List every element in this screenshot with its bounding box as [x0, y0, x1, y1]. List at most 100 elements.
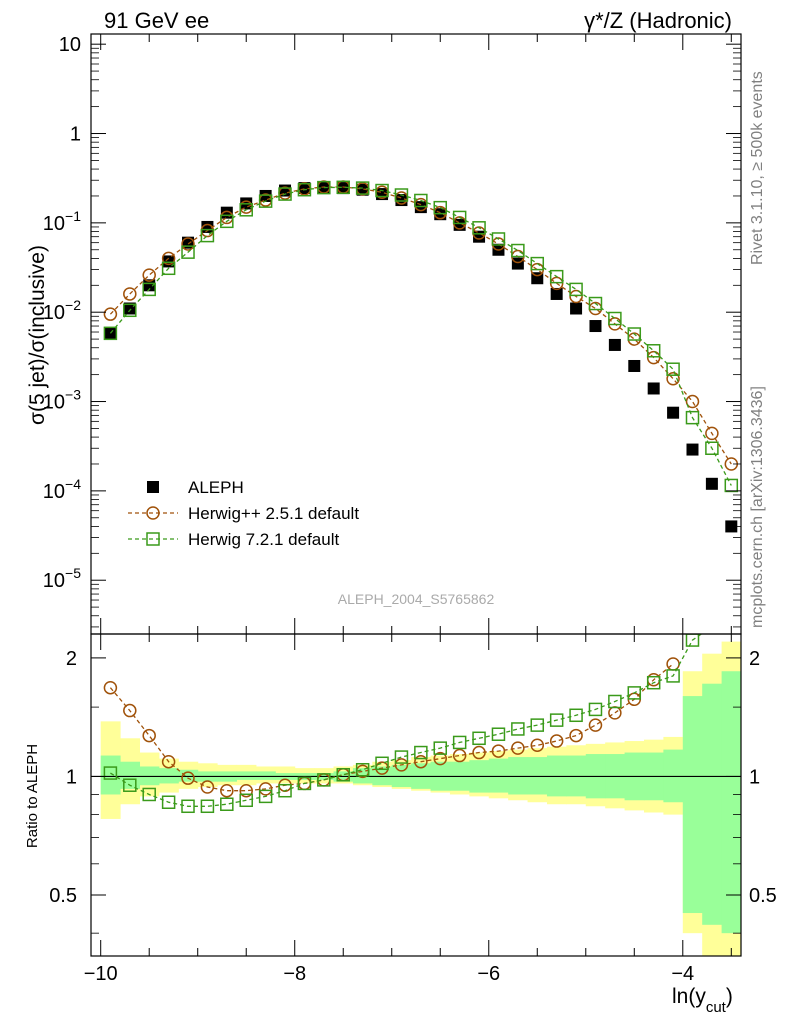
ratio-series-layer: [103, 634, 703, 814]
ratio-point-herwig7: [394, 750, 409, 764]
ratio-point-herwig7: [414, 745, 428, 760]
ratio-point-herwig7: [103, 766, 118, 780]
mc-point-herwigpp: [646, 350, 661, 365]
ratio-point-herwig7: [433, 741, 448, 755]
uncertainty-band-inner: [508, 757, 529, 795]
ratio-point-herwig7: [646, 675, 661, 690]
mc-point-herwig7: [414, 193, 428, 208]
mc-point-herwigpp: [161, 251, 176, 266]
data-point-aleph: [705, 477, 718, 490]
mc-point-herwigpp: [549, 276, 564, 291]
side-text-bottom: mcplots.cern.ch [arXiv:1306.3436]: [749, 386, 766, 628]
data-point-aleph: [511, 257, 524, 270]
mc-point-herwigpp: [666, 371, 680, 386]
ratio-point-herwigpp: [123, 703, 137, 718]
tick-exponent: −1: [65, 208, 81, 224]
mc-point-herwig7: [103, 326, 118, 341]
ratio-y-tick-label-right: 2: [749, 648, 760, 670]
uncertainty-band-inner: [682, 696, 703, 914]
tick-base: 10: [43, 392, 65, 414]
ratio-point-herwig7: [530, 718, 545, 732]
ratio-point-herwig7: [220, 797, 234, 811]
mc-point-herwig7: [278, 187, 292, 201]
mc-point-herwig7: [588, 296, 603, 311]
mc-point-herwig7: [200, 228, 215, 243]
ratio-point-herwig7: [549, 713, 564, 727]
data-point-aleph: [589, 320, 602, 333]
ratio-point-herwig7: [627, 686, 642, 700]
x-axis-label-sub: cut: [706, 999, 727, 1016]
tick-base: 10: [43, 302, 65, 324]
tick-exponent: −3: [65, 387, 81, 403]
ratio-series-line-1: [110, 634, 703, 807]
ratio-point-herwig7: [608, 694, 622, 709]
mc-point-herwig7: [394, 188, 409, 202]
ratio-series-line-0: [109, 663, 674, 792]
ratio-point-herwigpp: [491, 744, 506, 758]
ratio-point-herwigpp: [161, 754, 176, 769]
legend-label-herwig7: Herwig 7.2.1 default: [188, 530, 339, 549]
data-point-aleph: [628, 359, 641, 372]
ratio-uncertainty-bands: [91, 641, 742, 956]
main-y-tick-label: 10: [59, 34, 81, 56]
x-axis-label-main: ln(y: [672, 985, 706, 1008]
ratio-point-herwig7: [472, 731, 486, 746]
mc-point-herwigpp: [705, 426, 719, 441]
mc-point-herwigpp: [103, 307, 118, 321]
data-point-aleph: [550, 287, 563, 300]
ratio-point-herwig7: [569, 708, 583, 723]
ratio-frame: [90, 633, 742, 957]
ratio-point-herwig7: [355, 762, 370, 777]
side-text-top: Rivet 3.1.10, ≥ 500k events: [749, 71, 766, 265]
main-y-tick-label: 1: [70, 124, 81, 146]
x-tick-label: −4: [671, 963, 694, 985]
uncertainty-band-inner: [702, 683, 723, 925]
ratio-y-tick-label-right: 0.5: [749, 885, 777, 907]
legend-marker-herwig7: [146, 532, 160, 546]
mc-point-herwig7: [569, 282, 583, 297]
mc-point-herwig7: [511, 243, 525, 258]
data-point-aleph: [298, 182, 311, 195]
main-y-tick-label: 10−4: [43, 476, 81, 503]
mc-point-herwig7: [355, 181, 370, 195]
data-point-aleph: [356, 183, 369, 196]
ratio-point-herwig7: [161, 795, 176, 809]
ratio-point-herwig7: [200, 799, 215, 814]
mc-point-herwig7: [530, 256, 545, 271]
ratio-point-herwigpp: [511, 741, 525, 755]
main-y-tick-label: 10−3: [43, 387, 81, 414]
mc-point-herwig7: [608, 311, 622, 326]
ratio-point-herwigpp: [200, 780, 215, 794]
main-y-tick-label: 10−1: [43, 208, 81, 235]
mc-point-herwig7: [258, 194, 273, 208]
ratio-point-herwigpp: [414, 754, 428, 769]
ratio-series-clipped: [103, 634, 703, 814]
ratio-point-herwigpp: [530, 738, 545, 753]
ratio-point-herwig7: [278, 783, 292, 798]
header-right: γ*/Z (Hadronic): [584, 8, 732, 33]
data-point-aleph: [104, 327, 117, 340]
mc-point-herwigpp: [685, 394, 700, 409]
uncertainty-band-inner: [158, 768, 179, 784]
data-point-aleph: [647, 382, 660, 395]
legend-marker-herwigpp: [146, 506, 160, 520]
ratio-point-herwigpp: [394, 758, 409, 772]
legend: ALEPH Herwig++ 2.5.1 default Herwig 7.2.…: [128, 478, 359, 549]
mc-point-herwig7: [666, 362, 680, 376]
data-point-aleph: [123, 302, 136, 315]
data-point-aleph: [725, 520, 738, 533]
mc-point-herwig7: [705, 441, 719, 455]
mc-point-herwig7: [375, 183, 389, 198]
mc-point-herwig7: [433, 200, 448, 215]
ratio-point-herwigpp: [549, 734, 564, 748]
ratio-point-herwigpp: [336, 767, 350, 782]
ratio-y-tick-label: 0.5: [49, 885, 77, 907]
mc-point-herwig7: [724, 478, 739, 493]
x-tick-label: −6: [477, 963, 500, 985]
ratio-y-tick-label: 1: [66, 766, 77, 788]
mc-point-herwig7: [627, 327, 642, 341]
ratio-point-herwigpp: [375, 761, 389, 775]
ratio-point-herwig7: [258, 789, 273, 804]
